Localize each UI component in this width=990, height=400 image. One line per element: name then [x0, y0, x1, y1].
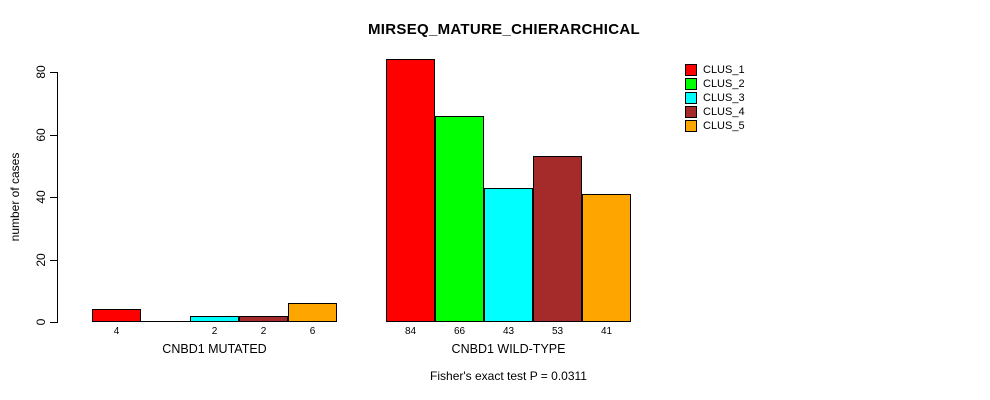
legend-swatch: [685, 78, 697, 90]
bar-value-label: 43: [502, 326, 515, 337]
bar-clus-1-group1: [92, 309, 141, 322]
bar-value-label: 53: [551, 326, 564, 337]
legend-swatch: [685, 120, 697, 132]
legend-row-clus-1: CLUS_1: [685, 63, 745, 77]
group-label-2: CNBD1 WILD-TYPE: [451, 342, 566, 356]
legend-row-clus-2: CLUS_2: [685, 77, 745, 91]
y-axis-tick-label: 60: [34, 128, 48, 142]
legend-label: CLUS_3: [703, 92, 745, 104]
y-axis-tick: [50, 322, 57, 323]
p-value-annotation: Fisher's exact test P = 0.0311: [430, 369, 587, 383]
legend-label: CLUS_2: [703, 78, 745, 90]
legend-label: CLUS_4: [703, 106, 745, 118]
y-axis-tick-label: 0: [34, 318, 48, 326]
legend: CLUS_1 CLUS_2 CLUS_3 CLUS_4 CLUS_5: [685, 63, 745, 133]
legend-swatch: [685, 64, 697, 76]
y-axis-tick: [50, 135, 57, 136]
y-axis-label: number of cases: [8, 152, 22, 242]
legend-label: CLUS_1: [703, 64, 745, 76]
y-axis-line: [57, 72, 58, 323]
bar-value-label: 41: [600, 326, 613, 337]
bar-clus-5-group2: [582, 194, 631, 322]
bar-clus-4-group1: [239, 316, 288, 322]
chart-title: MIRSEQ_MATURE_CHIERARCHICAL: [368, 21, 640, 38]
bar-clus-2-group1-zero: [141, 321, 190, 322]
y-axis-tick: [50, 197, 57, 198]
bar-value-label: 66: [453, 326, 466, 337]
y-axis-tick-label: 20: [34, 253, 48, 267]
bar-value-label: 6: [309, 326, 316, 337]
legend-label: CLUS_5: [703, 120, 745, 132]
bar-clus-3-group2: [484, 188, 533, 322]
legend-row-clus-4: CLUS_4: [685, 105, 745, 119]
legend-swatch: [685, 92, 697, 104]
group-label-1: CNBD1 MUTATED: [162, 342, 267, 356]
legend-row-clus-3: CLUS_3: [685, 91, 745, 105]
y-axis-tick-label: 40: [34, 190, 48, 204]
legend-row-clus-5: CLUS_5: [685, 119, 745, 133]
legend-swatch: [685, 106, 697, 118]
bar-clus-3-group1: [190, 316, 239, 322]
y-axis-tick: [50, 72, 57, 73]
bar-clus-4-group2: [533, 156, 582, 322]
y-axis-tick-label: 80: [34, 65, 48, 79]
bar-value-label: 84: [404, 326, 417, 337]
bar-clus-1-group2: [386, 59, 435, 322]
bar-value-label: 2: [211, 326, 218, 337]
y-axis-tick: [50, 260, 57, 261]
bar-value-label: 2: [260, 326, 267, 337]
bar-clus-5-group1: [288, 303, 337, 322]
bar-clus-2-group2: [435, 116, 484, 322]
bar-value-label: 4: [113, 326, 120, 337]
